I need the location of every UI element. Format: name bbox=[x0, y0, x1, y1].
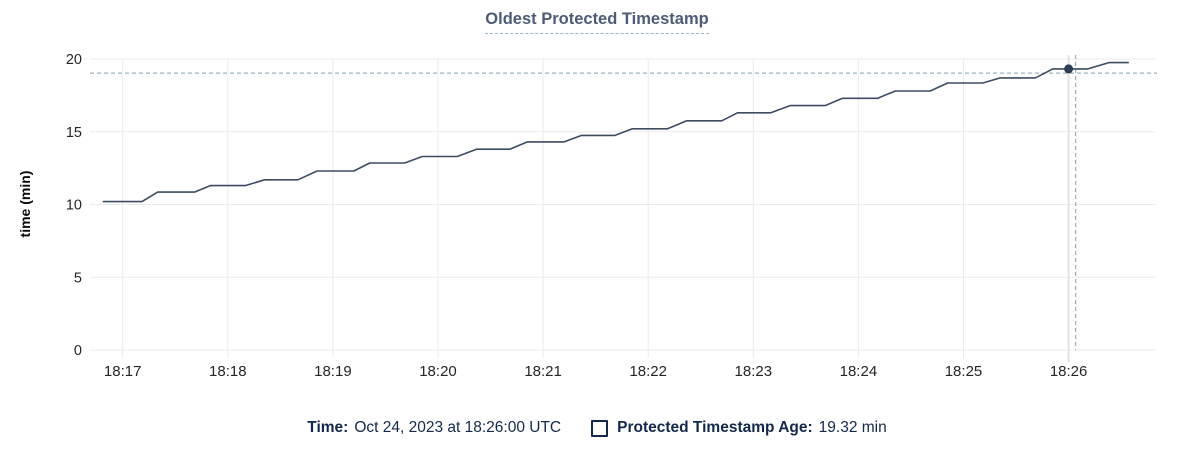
y-tick-label: 10 bbox=[66, 198, 82, 214]
x-tick-label: 18:21 bbox=[524, 363, 562, 380]
x-tick-label: 18:17 bbox=[104, 363, 142, 380]
series-line bbox=[102, 61, 1129, 203]
timeseries-line-chart[interactable]: 0 5 10 15 20 18:17 18:18 18:19 18:20 18:21 18:22 18… bbox=[0, 0, 1194, 410]
y-tick-label: 15 bbox=[66, 125, 82, 141]
hover-time-value: Oct 24, 2023 at 18:26:00 UTC bbox=[354, 419, 562, 436]
hover-time-group: Time: Oct 24, 2023 at 18:26:00 UTC bbox=[307, 419, 561, 437]
hover-point-marker bbox=[1064, 64, 1074, 74]
x-tick-label: 18:24 bbox=[840, 363, 878, 380]
x-tick-label: 18:19 bbox=[314, 363, 352, 380]
x-tick-label: 18:18 bbox=[209, 363, 247, 380]
series-name-label: Protected Timestamp Age: bbox=[617, 419, 813, 436]
series-toggle-checkbox-icon[interactable] bbox=[591, 419, 609, 437]
hover-time-label: Time: bbox=[307, 419, 349, 436]
legend-series-group: Protected Timestamp Age: 19.32 min bbox=[591, 419, 887, 437]
y-tick-label: 5 bbox=[74, 270, 82, 286]
y-axis-label: time (min) bbox=[17, 171, 33, 238]
hover-legend: Time: Oct 24, 2023 at 18:26:00 UTC Prote… bbox=[0, 419, 1194, 437]
x-tick-label: 18:20 bbox=[419, 363, 457, 380]
x-tick-label: 18:23 bbox=[735, 363, 773, 380]
y-tick-label: 20 bbox=[66, 52, 82, 68]
chart-title-row: Oldest Protected Timestamp bbox=[0, 10, 1194, 34]
series-hover-value: 19.32 min bbox=[818, 419, 887, 436]
y-tick-label: 0 bbox=[74, 343, 82, 359]
x-tick-label: 18:25 bbox=[945, 363, 983, 380]
chart-title[interactable]: Oldest Protected Timestamp bbox=[485, 10, 709, 34]
x-tick-label: 18:22 bbox=[629, 363, 667, 380]
x-tick-label: 18:26 bbox=[1050, 363, 1088, 380]
